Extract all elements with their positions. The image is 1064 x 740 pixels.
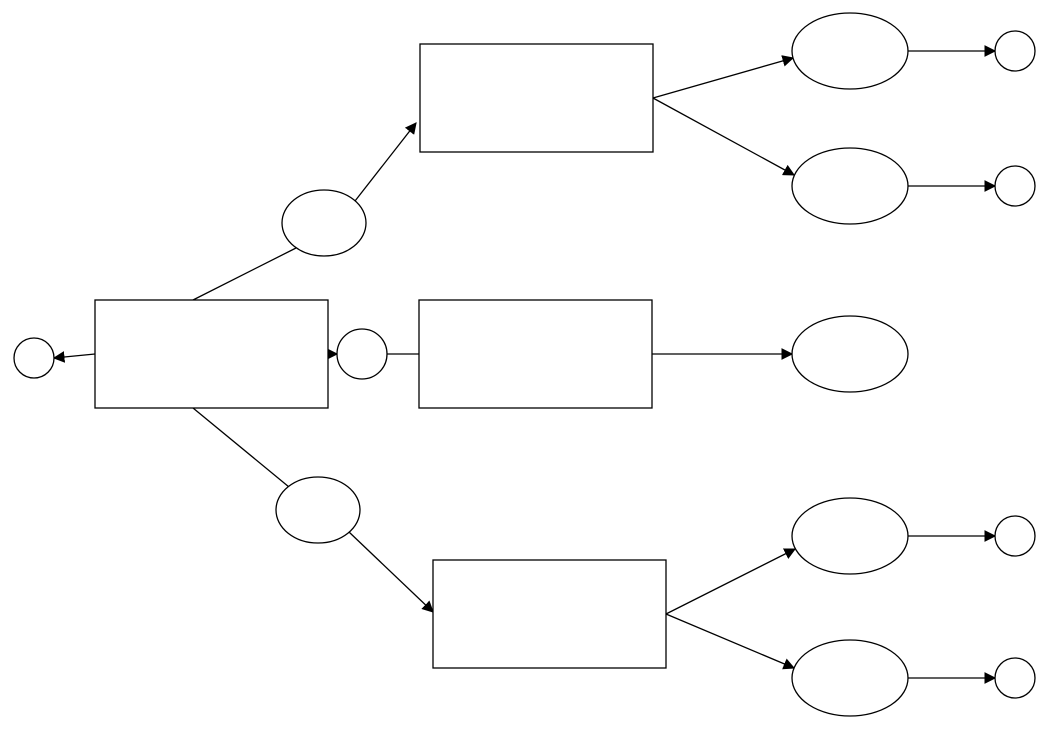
node-rect_bot — [433, 560, 666, 668]
nodes-layer — [14, 13, 1035, 716]
node-e_bot1 — [792, 498, 908, 574]
node-c_top2 — [995, 166, 1035, 206]
node-e_top1 — [792, 13, 908, 89]
node-e_mid1 — [792, 316, 908, 392]
diagram-canvas — [0, 0, 1064, 740]
edge — [666, 549, 795, 614]
node-root_left — [14, 338, 54, 378]
node-c_top1 — [995, 31, 1035, 71]
edge — [54, 354, 95, 358]
edge — [355, 123, 416, 201]
node-rect_top — [420, 44, 653, 152]
edge — [666, 614, 794, 668]
node-rect_mid — [419, 300, 652, 408]
node-el_top — [282, 190, 366, 256]
node-c_bot2 — [995, 658, 1035, 698]
node-c_bot1 — [995, 516, 1035, 556]
node-el_mid — [337, 329, 387, 379]
node-root_rect — [95, 300, 328, 408]
edge — [193, 408, 289, 487]
edge — [193, 248, 296, 300]
node-e_bot2 — [792, 640, 908, 716]
node-e_top2 — [792, 148, 908, 224]
edge — [653, 58, 793, 98]
edge — [349, 532, 433, 612]
node-el_bot — [276, 477, 360, 543]
edge — [653, 98, 794, 175]
